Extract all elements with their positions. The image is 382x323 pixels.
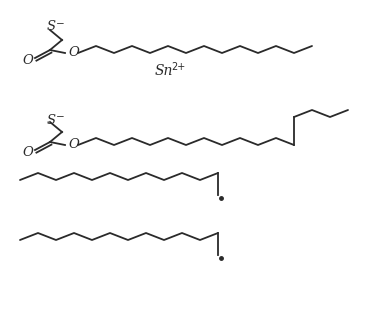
Text: −: − <box>56 19 65 29</box>
Text: S: S <box>47 113 56 127</box>
Text: S: S <box>47 20 56 34</box>
Text: O: O <box>68 47 79 59</box>
Text: O: O <box>68 139 79 151</box>
Text: −: − <box>56 112 65 122</box>
Text: O: O <box>23 147 34 160</box>
Text: Sn: Sn <box>155 64 173 78</box>
Text: O: O <box>23 55 34 68</box>
Text: 2+: 2+ <box>171 62 185 72</box>
